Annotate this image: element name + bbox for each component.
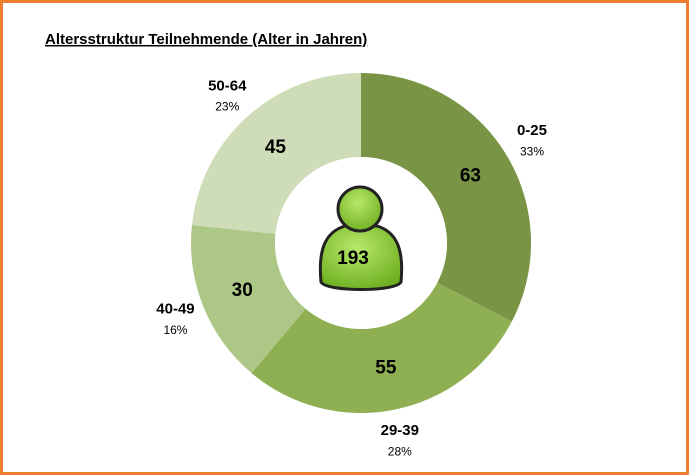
slice [361, 73, 531, 322]
value-label: 55 [375, 358, 397, 379]
percent-label: 33% [520, 144, 544, 158]
value-label: 63 [460, 166, 481, 187]
percent-label: 16% [163, 323, 187, 337]
chart-title: Altersstruktur Teilnehmende (Alter in Ja… [45, 31, 367, 48]
category-label: 29-39 [381, 422, 419, 439]
slice [190, 225, 306, 374]
person-icon [318, 185, 404, 291]
percent-label: 28% [388, 444, 412, 458]
category-label: 40-49 [156, 301, 194, 318]
percent-label: 23% [215, 99, 239, 113]
category-label: 50-64 [208, 77, 247, 94]
value-label: 30 [232, 280, 253, 301]
slice [191, 73, 361, 234]
value-label: 45 [265, 137, 287, 158]
slice [251, 282, 512, 414]
total-label: 193 [337, 248, 369, 269]
category-label: 0-25 [517, 122, 547, 139]
